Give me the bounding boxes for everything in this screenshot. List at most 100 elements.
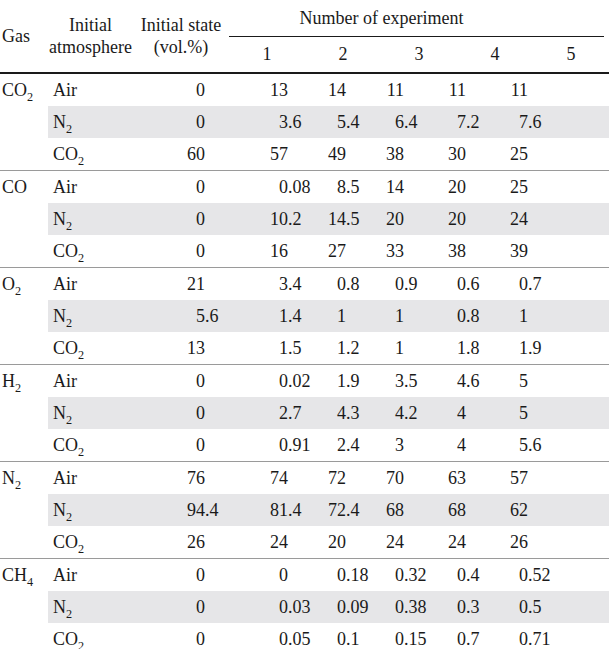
chemical-formula: CO2 [53,241,84,261]
experiment-3-value: 3 [372,435,430,456]
number-fraction-part: .2 [404,403,418,424]
experiment-2-value: 20 [314,532,372,553]
initial-state-value: 21 [133,274,229,295]
gas-label-cell [0,526,48,558]
number-integer-part: 0 [133,403,205,424]
number-integer-part: 4 [430,403,466,424]
experiment-2-value: 0.18 [314,565,372,586]
chemical-formula: Air [53,371,77,391]
number-integer-part: 0 [492,629,528,649]
number-integer-part: 0 [229,565,288,586]
experiment-5-value: 5 [492,403,554,424]
initial-state-value: 0 [133,597,229,618]
table-row: CO201627333839 [0,235,609,267]
experiment-5-value: 5 [492,371,554,392]
number-fraction-part: .8 [466,338,480,359]
experiment-3-value: 0.32 [372,565,430,586]
number-fraction-part: .4 [288,500,302,521]
atmosphere-label-cell: Air [48,80,133,101]
initial-state-value: 0 [133,371,229,392]
experiment-3-value: 3.5 [372,371,430,392]
initial-state-value: 0 [133,241,229,262]
number-integer-part: 13 [229,80,288,101]
experiment-number-header-1: 1 [229,37,305,72]
experiment-group-title-label: Number of experiment [300,8,464,29]
experiment-4-value: 4 [430,403,492,424]
gas-group-ch4: CH4Air000.180.320.40.52N200.030.090.380.… [0,558,609,649]
number-fraction-part: .4 [288,306,302,327]
number-fraction-part: .4 [404,112,418,133]
experiment-4-value: 68 [430,500,492,521]
table-header: Gas Initial atmosphere Initial state (vo… [0,0,609,74]
table-row: N2Air767472706357 [0,462,609,494]
gas-label-cell: CH4 [0,559,48,591]
chemical-formula: O2 [2,274,21,295]
chemical-formula: N2 [53,112,72,132]
number-integer-part: 0 [492,274,528,295]
experiment-3-value: 68 [372,500,430,521]
number-integer-part: 94 [133,500,205,521]
experiment-5-value: 1.9 [492,338,554,359]
number-integer-part: 14 [314,80,346,101]
chemical-formula: CO2 [53,532,84,552]
number-integer-part: 8 [314,177,346,198]
number-integer-part: 0 [372,274,404,295]
chemical-formula: Air [53,177,77,197]
gas-group-h2: H2Air00.021.93.54.65N202.74.34.245CO200.… [0,364,609,461]
number-integer-part: 0 [314,597,346,618]
initial-state-value: 0 [133,209,229,230]
number-integer-part: 0 [133,80,205,101]
table-row: N294.481.472.4686862 [0,494,609,526]
number-fraction-part: .9 [404,274,418,295]
gas-label-cell [0,591,48,623]
number-integer-part: 0 [372,629,404,649]
row-band: CO200.912.4345.6 [48,429,609,461]
number-fraction-part: .9 [346,371,360,392]
atmosphere-header-line1: Initial [69,14,112,36]
number-integer-part: 13 [133,338,205,359]
experiment-number-header-3: 3 [381,37,457,72]
initial-state-value: 0 [133,629,229,649]
number-integer-part: 81 [229,500,288,521]
number-fraction-part: .02 [288,371,311,392]
chemical-formula: CO2 [2,80,33,101]
row-band: CO2262420242426 [48,526,609,558]
number-integer-part: 0 [133,435,205,456]
experiment-3-value: 24 [372,532,430,553]
gas-label-cell: O2 [0,268,48,300]
number-integer-part: 1 [229,338,288,359]
atmosphere-label-cell: N2 [48,112,133,133]
number-fraction-part: .91 [288,435,311,456]
table-row: CO2605749383025 [0,138,609,170]
number-integer-part: 1 [492,306,528,327]
number-integer-part: 68 [430,500,466,521]
table-row: N203.65.46.47.27.6 [0,106,609,138]
table-row: H2Air00.021.93.54.65 [0,365,609,397]
chemical-formula: N2 [53,403,72,423]
experiment-2-value: 27 [314,241,372,262]
experiment-4-value: 11 [430,80,492,101]
experiment-group-title: Number of experiment [229,0,604,37]
number-integer-part: 70 [372,468,404,489]
experiment-4-value: 7.2 [430,112,492,133]
chemical-formula: N2 [53,500,72,520]
atmosphere-label-cell: CO2 [48,532,133,553]
experiment-1-value: 10.2 [229,209,314,230]
number-integer-part: 0 [314,565,346,586]
number-integer-part: 4 [430,435,466,456]
row-band: Air00.021.93.54.65 [48,365,609,397]
row-band: CO200.050.10.150.70.71 [48,623,609,649]
number-fraction-part: .2 [346,338,360,359]
gas-group-n2: N2Air767472706357N294.481.472.4686862CO2… [0,461,609,558]
number-integer-part: 6 [372,112,404,133]
experiment-2-value: 0.8 [314,274,372,295]
chemical-formula: CO2 [53,338,84,358]
chemical-formula: CO2 [53,435,84,455]
experiment-4-value: 4 [430,435,492,456]
atmosphere-column-header: Initial atmosphere [48,0,133,72]
gas-column-header: Gas [0,0,48,72]
number-integer-part: 14 [372,177,404,198]
chemical-formula: CH4 [2,565,33,586]
experiment-1-value: 13 [229,80,314,101]
number-fraction-part: .03 [288,597,311,618]
